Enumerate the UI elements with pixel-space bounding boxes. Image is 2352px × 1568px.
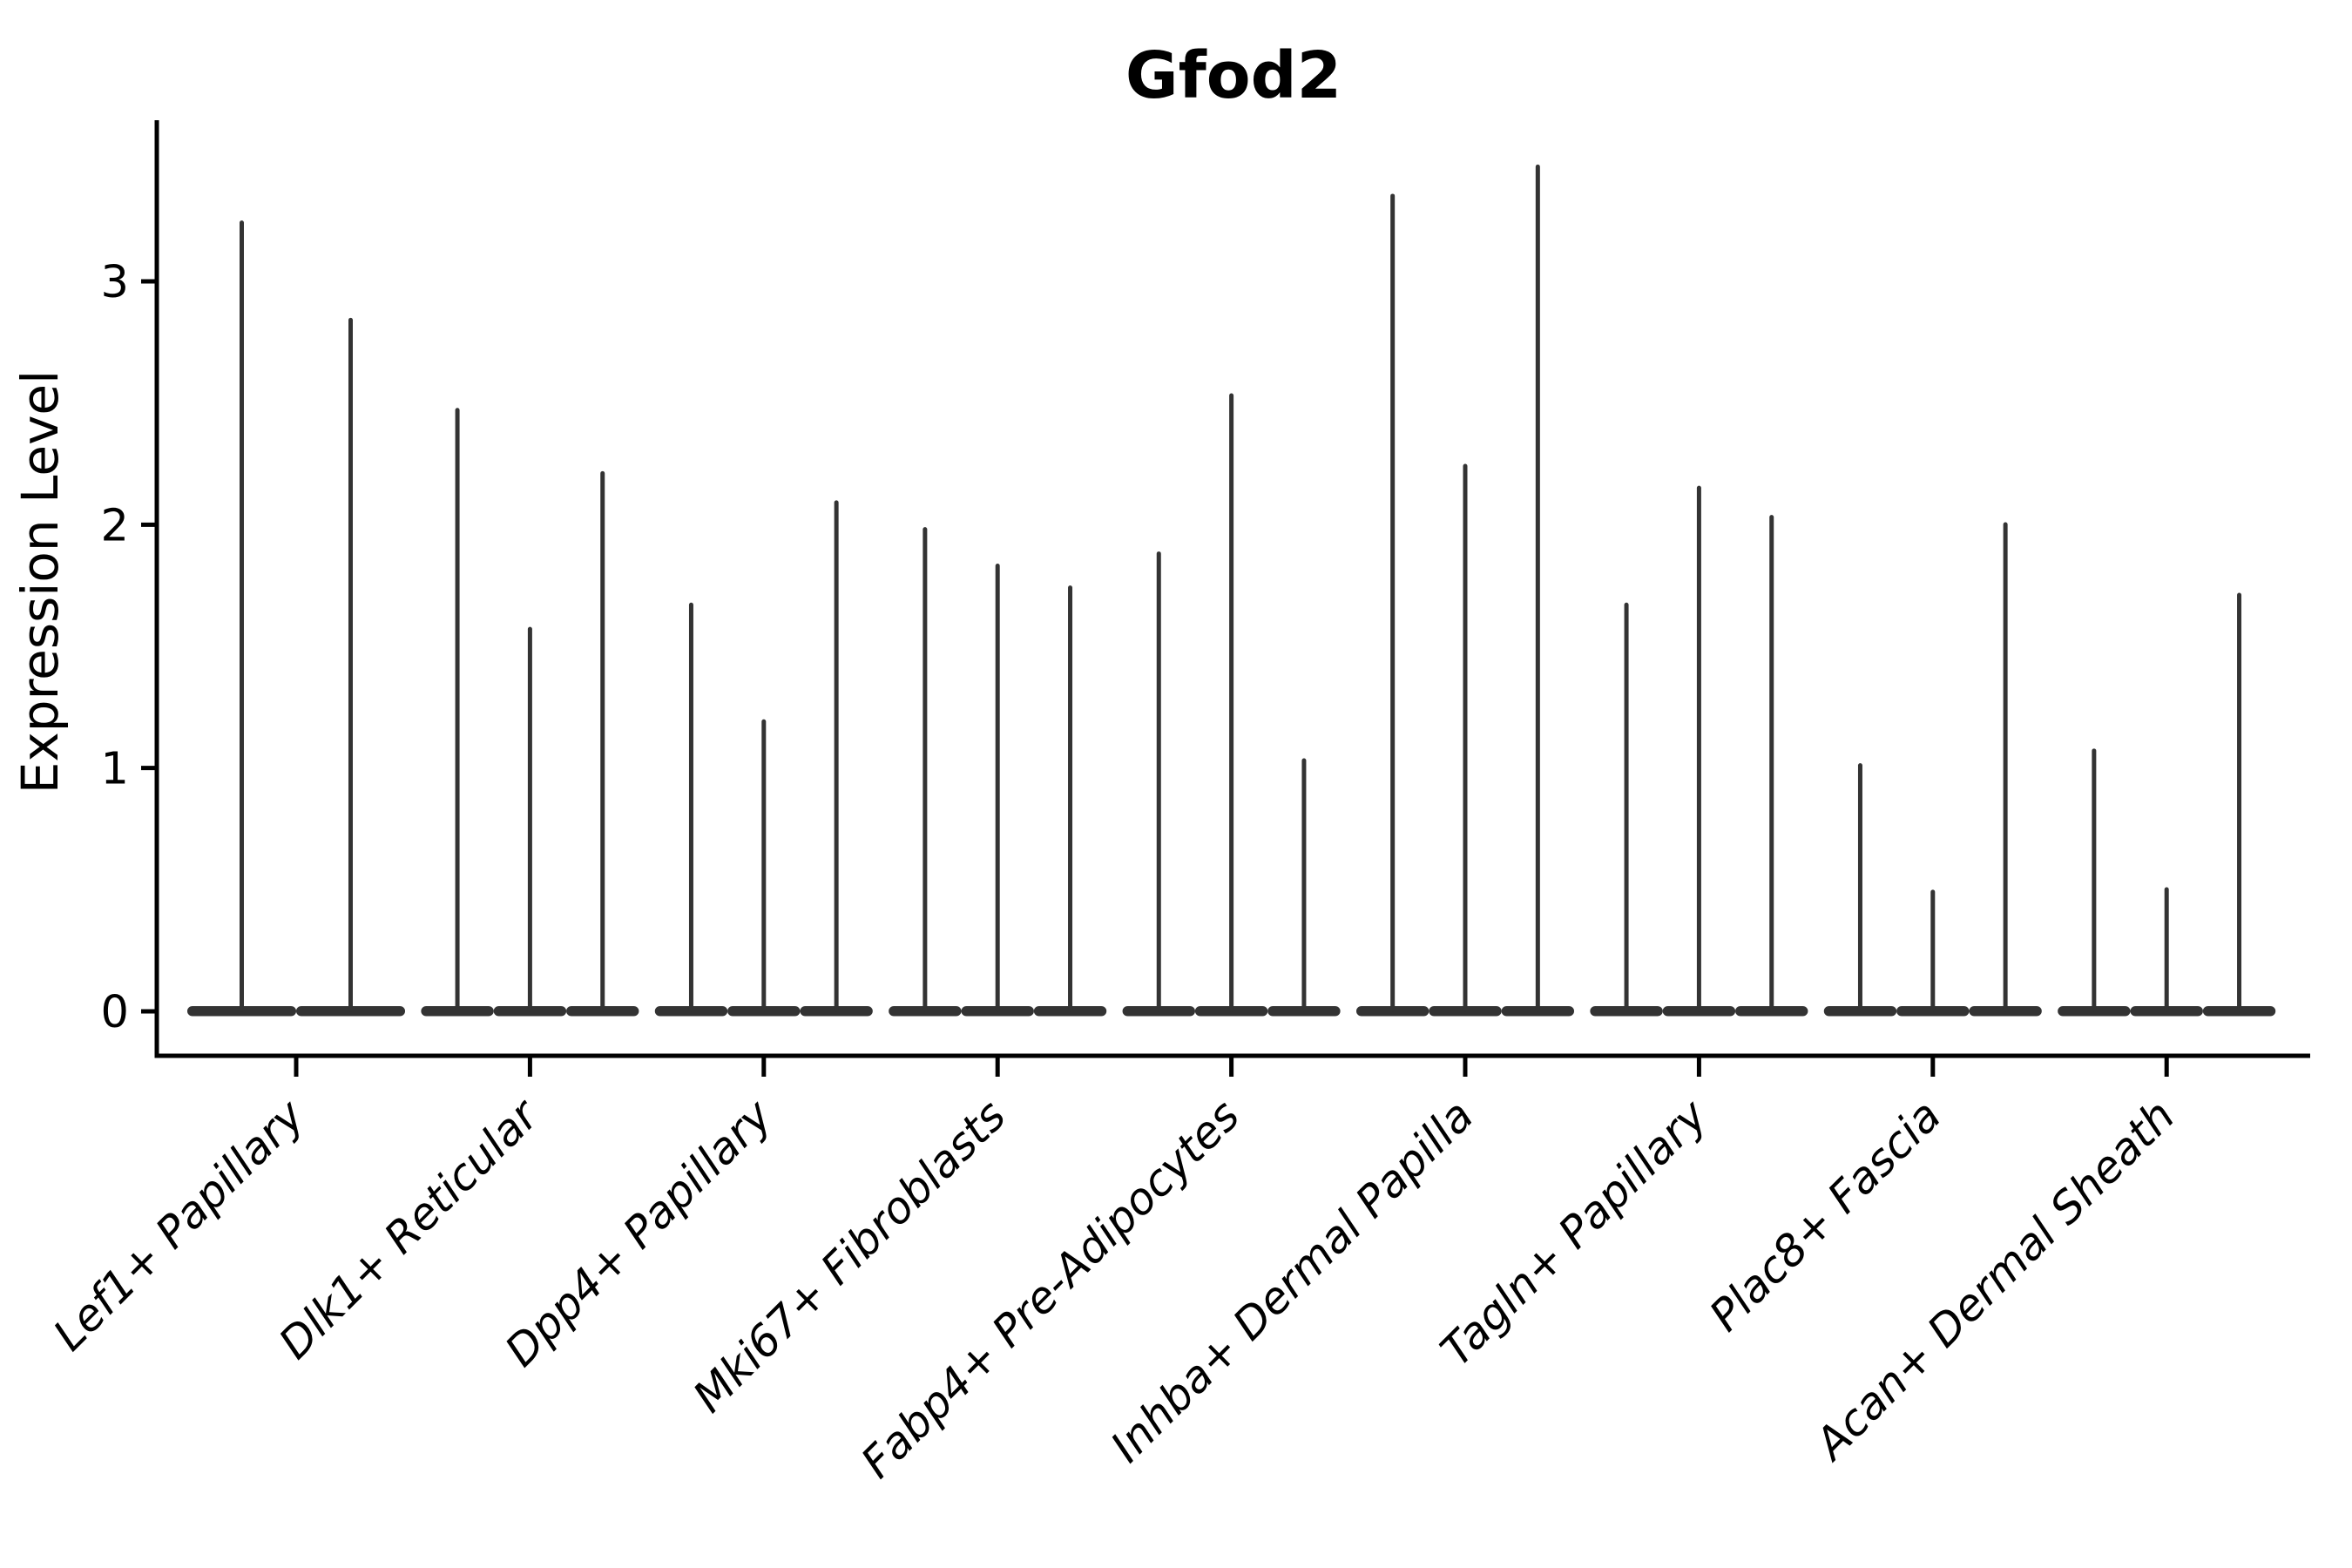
x-tick-label: Lef1+ Papillary xyxy=(44,1089,314,1360)
chart-title: Gfod2 xyxy=(1125,38,1342,113)
y-tick-label: 0 xyxy=(101,987,129,1038)
y-tick-label: 2 xyxy=(101,500,129,551)
violin xyxy=(727,719,801,1017)
violin xyxy=(1501,164,1574,1017)
violin xyxy=(1033,585,1107,1017)
violin xyxy=(654,602,728,1017)
violin xyxy=(421,408,494,1017)
violin xyxy=(1194,393,1268,1017)
violin xyxy=(187,220,296,1017)
violin xyxy=(1590,602,1663,1017)
violin xyxy=(296,317,405,1017)
y-tick-label: 1 xyxy=(101,744,129,795)
violin xyxy=(2202,592,2276,1017)
violin xyxy=(1122,551,1195,1017)
violin xyxy=(1969,522,2042,1017)
y-axis-ticks: 0 1 2 3 xyxy=(101,257,156,1038)
violin xyxy=(1662,485,1736,1017)
violin xyxy=(493,626,567,1017)
violin xyxy=(566,470,639,1017)
x-axis-ticks xyxy=(294,1056,2169,1077)
violin xyxy=(1356,193,1429,1017)
violin xyxy=(1429,463,1502,1017)
violin xyxy=(1823,763,1897,1017)
violin xyxy=(2058,748,2131,1017)
violin xyxy=(1735,515,1808,1017)
violin xyxy=(1896,889,1970,1017)
violin xyxy=(961,564,1034,1017)
violin xyxy=(800,500,873,1017)
violin xyxy=(2130,887,2203,1017)
y-axis-label: Expression Level xyxy=(10,370,70,794)
y-tick-label: 3 xyxy=(101,257,129,308)
violins xyxy=(187,164,2276,1017)
x-tick-label: Dlk1+ Reticular xyxy=(269,1088,550,1369)
x-tick-label: Fabp4+ Pre-Adipocytes xyxy=(852,1090,1250,1488)
x-tick-label: Plac8+ Fascia xyxy=(1700,1090,1950,1341)
violin xyxy=(889,527,962,1017)
violin xyxy=(1267,758,1341,1017)
